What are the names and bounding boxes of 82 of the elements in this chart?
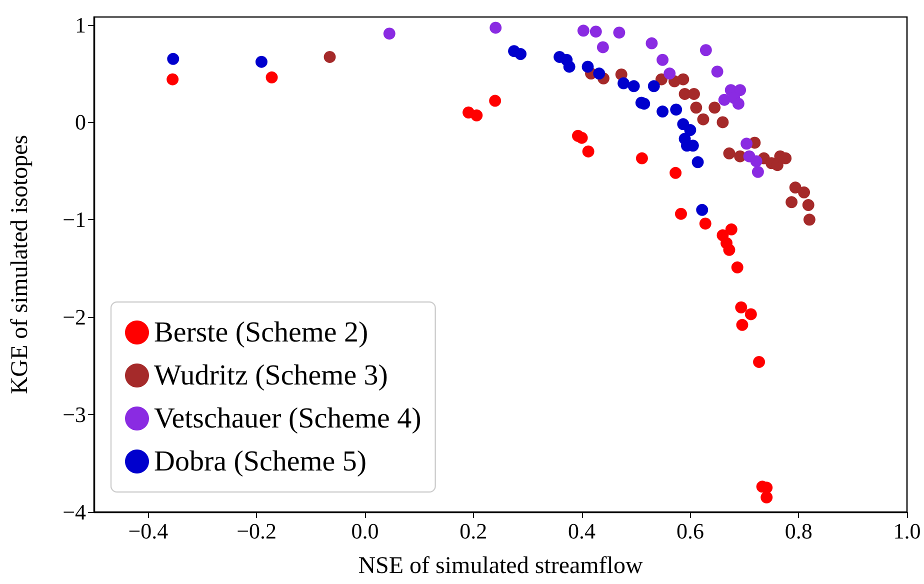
- point: [664, 68, 676, 80]
- x-tick-label: −0.2: [236, 518, 277, 544]
- point: [731, 261, 744, 274]
- point: [736, 318, 748, 331]
- x-tick-label: −0.4: [128, 518, 168, 544]
- point: [734, 84, 746, 96]
- point: [628, 80, 640, 92]
- point: [677, 73, 690, 86]
- point: [753, 356, 766, 368]
- point: [166, 73, 179, 86]
- point: [490, 22, 502, 34]
- point: [582, 145, 594, 158]
- legend-label: Berste (Scheme 2): [154, 316, 368, 348]
- point: [383, 28, 396, 40]
- point: [324, 50, 336, 63]
- legend-label: Dobra (Scheme 5): [154, 446, 367, 478]
- point: [618, 77, 630, 90]
- point: [732, 98, 744, 110]
- point: [563, 60, 576, 73]
- point: [696, 204, 708, 216]
- point: [744, 308, 757, 320]
- point: [684, 124, 696, 136]
- x-tick-label: 0.6: [676, 518, 704, 544]
- point: [596, 41, 609, 54]
- y-tick-label: 1: [75, 12, 86, 38]
- point: [786, 196, 798, 208]
- point: [646, 37, 658, 50]
- y-tick-label: −3: [62, 402, 86, 428]
- x-axis-title: NSE of simulated streamflow: [358, 553, 644, 579]
- legend-label: Wudritz (Scheme 3): [154, 360, 388, 392]
- point: [699, 218, 712, 230]
- legend-label: Vetschauer (Scheme 4): [154, 402, 422, 434]
- point: [590, 26, 602, 38]
- point: [798, 186, 810, 198]
- point: [697, 113, 710, 126]
- y-tick-label: −1: [62, 207, 86, 232]
- point: [723, 244, 736, 256]
- point: [690, 102, 702, 114]
- point: [266, 71, 278, 84]
- point: [803, 214, 816, 226]
- point: [802, 199, 814, 212]
- y-tick-label: −2: [62, 304, 86, 330]
- point: [656, 54, 669, 66]
- point: [489, 94, 502, 107]
- point: [255, 56, 268, 68]
- point: [711, 66, 724, 78]
- point: [470, 109, 483, 122]
- point: [735, 301, 748, 314]
- point: [708, 102, 721, 114]
- point: [750, 155, 762, 168]
- point: [577, 24, 590, 37]
- point: [514, 48, 527, 60]
- point: [582, 60, 594, 73]
- point: [576, 132, 588, 144]
- point: [670, 166, 682, 179]
- x-tick-label: 0.4: [568, 518, 596, 544]
- x-tick-label: 0.0: [351, 518, 379, 544]
- point: [725, 223, 738, 236]
- point: [636, 152, 648, 164]
- point: [718, 94, 730, 106]
- point: [688, 88, 700, 100]
- point: [167, 52, 180, 65]
- point: [648, 80, 660, 92]
- y-axis-title: KGE of simulated isotopes: [7, 134, 33, 394]
- point: [700, 44, 712, 56]
- x-tick-label: 1.0: [893, 518, 921, 544]
- point: [692, 156, 704, 168]
- x-tick-label: 0.8: [784, 518, 812, 544]
- point: [716, 116, 729, 128]
- point: [593, 68, 606, 80]
- point: [740, 138, 753, 150]
- point: [723, 147, 736, 160]
- point: [752, 166, 764, 178]
- point: [760, 491, 773, 504]
- y-tick-label: 0: [75, 110, 86, 135]
- point: [789, 182, 802, 194]
- point: [656, 106, 669, 118]
- point: [675, 208, 687, 220]
- y-tick-label: −4: [62, 500, 86, 524]
- point: [613, 26, 626, 39]
- x-tick-label: 0.2: [460, 518, 488, 544]
- point: [670, 104, 682, 116]
